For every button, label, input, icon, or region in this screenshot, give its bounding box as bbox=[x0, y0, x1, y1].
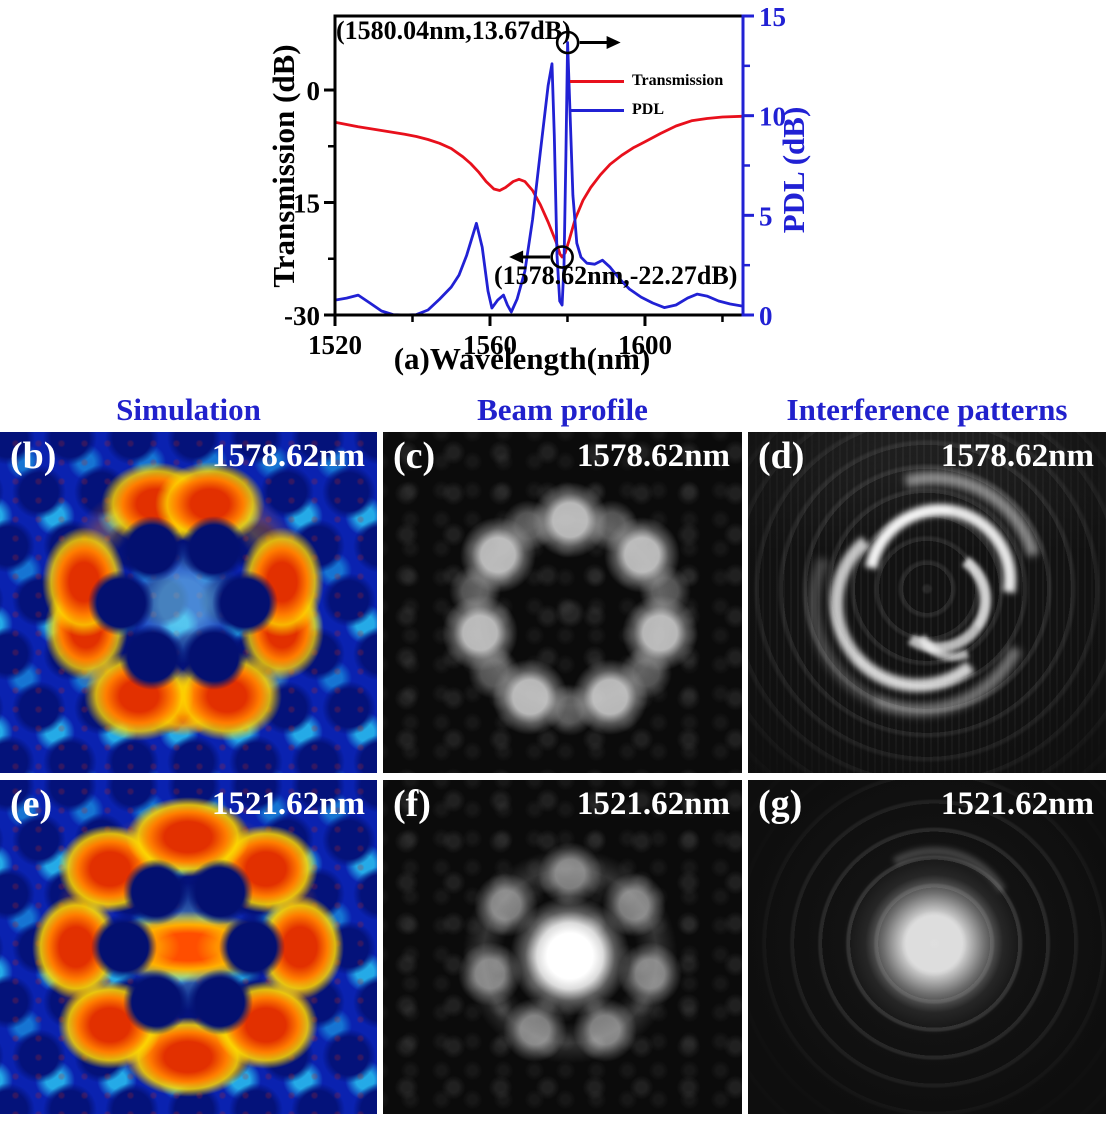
svg-text:0: 0 bbox=[759, 301, 773, 331]
panel-label: (d) bbox=[758, 435, 805, 477]
legend-label-pdl: PDL bbox=[632, 101, 664, 118]
chart-legend: Transmission PDL bbox=[570, 72, 723, 130]
panel-wavelength: 1578.62nm bbox=[576, 438, 730, 474]
panel-g-interference: (g) 1521.62nm bbox=[748, 780, 1106, 1114]
panel-wavelength: 1521.62nm bbox=[940, 786, 1094, 822]
panel-label: (g) bbox=[758, 783, 803, 825]
panel-f-beam-profile: (f) 1521.62nm bbox=[383, 780, 742, 1114]
column-header-interference-patterns: Interference patterns bbox=[786, 392, 1068, 427]
panel-label: (e) bbox=[10, 783, 53, 825]
panel-wavelength: 1578.62nm bbox=[940, 438, 1094, 474]
legend-item-pdl: PDL bbox=[570, 101, 723, 119]
vignette bbox=[748, 432, 1106, 773]
legend-line-transmission-icon bbox=[570, 79, 624, 83]
column-header-simulation: Simulation bbox=[116, 392, 261, 427]
panel-wavelength: 1521.62nm bbox=[576, 786, 730, 822]
panel-label: (c) bbox=[393, 435, 436, 477]
svg-text:15: 15 bbox=[759, 2, 786, 32]
beam-ring-mode bbox=[383, 432, 742, 773]
svg-text:0: 0 bbox=[307, 76, 321, 106]
annotation-pdl-peak: (1580.04nm,13.67dB) bbox=[336, 16, 571, 45]
annotation-transmission-dip: (1578.62nm,-22.27dB) bbox=[494, 261, 738, 290]
svg-text:-30: -30 bbox=[284, 301, 320, 331]
legend-line-pdl-icon bbox=[570, 108, 624, 112]
legend-item-transmission: Transmission bbox=[570, 72, 723, 90]
beam-center-mode bbox=[383, 780, 742, 1114]
panel-wavelength: 1521.62nm bbox=[211, 786, 365, 822]
chart-panel-a: 0 -15 -30 1520 1560 1600 0 5 10 15 Transmission (… bbox=[0, 0, 1106, 384]
svg-text:10: 10 bbox=[759, 102, 786, 132]
panel-wavelength: 1578.62nm bbox=[211, 438, 365, 474]
svg-text:-15: -15 bbox=[284, 189, 320, 219]
column-header-beam-profile: Beam profile bbox=[477, 392, 648, 427]
simulation-mode-field bbox=[0, 780, 377, 1114]
svg-text:5: 5 bbox=[759, 201, 773, 231]
panel-label: (b) bbox=[10, 435, 57, 477]
central-beam-blob bbox=[748, 780, 1106, 1114]
panel-c-beam-profile: (c) 1578.62nm bbox=[383, 432, 742, 773]
simulation-mode-field bbox=[0, 432, 377, 773]
panel-e-simulation: (e) 1521.62nm bbox=[0, 780, 377, 1114]
x-axis-title: (a)Wavelength(nm) bbox=[393, 341, 651, 376]
panel-label: (f) bbox=[393, 783, 431, 825]
panel-b-simulation: (b) 1578.62nm bbox=[0, 432, 377, 773]
right-axis-label: PDL (dB) bbox=[776, 106, 811, 234]
svg-text:1560: 1560 bbox=[463, 330, 517, 360]
left-axis-label: Transmission (dB) bbox=[266, 44, 301, 288]
svg-text:1520: 1520 bbox=[308, 330, 362, 360]
panel-d-interference: (d) 1578.62nm bbox=[748, 432, 1106, 773]
legend-label-transmission: Transmission bbox=[632, 72, 724, 89]
svg-text:1600: 1600 bbox=[618, 330, 672, 360]
